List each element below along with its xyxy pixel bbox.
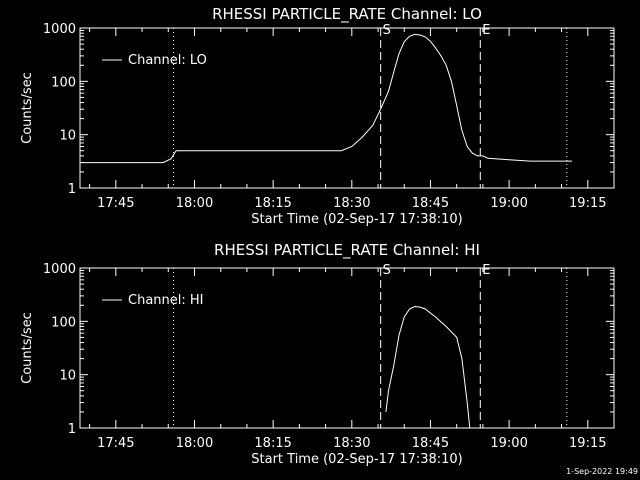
y-tick-label: 100 <box>51 75 76 90</box>
y-tick-label: 10 <box>59 369 76 384</box>
x-tick-label: 17:45 <box>97 196 134 211</box>
plot-frame <box>79 27 615 189</box>
marker-label-e: E <box>482 263 490 278</box>
x-tick-label: 18:00 <box>176 196 213 211</box>
legend-label: Channel: HI <box>128 293 204 308</box>
legend-label: Channel: LO <box>128 53 207 68</box>
y-axis-label: Counts/sec <box>20 312 35 384</box>
x-tick-label: 18:45 <box>412 196 449 211</box>
chart-title: RHESSI PARTICLE_RATE Channel: LO <box>212 5 482 24</box>
marker-label-s: S <box>383 263 391 278</box>
series-line <box>385 305 471 429</box>
y-tick-label: 10 <box>59 129 76 144</box>
x-tick-label: 18:30 <box>333 196 370 211</box>
x-tick-label: 17:45 <box>97 436 134 451</box>
x-tick-label: 19:00 <box>490 196 527 211</box>
x-tick-label: 19:15 <box>569 436 606 451</box>
x-tick-label: 18:30 <box>333 436 370 451</box>
marker-label-s: S <box>383 23 391 38</box>
x-axis-label: Start Time (02-Sep-17 17:38:10) <box>251 212 462 227</box>
x-tick-label: 18:45 <box>412 436 449 451</box>
plot-frame <box>79 267 615 429</box>
chart-panel-1: RHESSI PARTICLE_RATE Channel: LO 1 10 100 10… <box>20 5 615 227</box>
footer-timestamp: 1-Sep-2022 19:49 <box>566 467 638 476</box>
x-tick-label: 19:00 <box>490 436 527 451</box>
chart-panel-2: RHESSI PARTICLE_RATE Channel: HI 1 10 100 10… <box>20 241 615 467</box>
x-tick-label: 18:00 <box>176 436 213 451</box>
chart-title: RHESSI PARTICLE_RATE Channel: HI <box>214 241 480 260</box>
series-line <box>80 33 572 164</box>
y-tick-label: 1000 <box>43 262 76 277</box>
y-tick-label: 1 <box>68 422 76 437</box>
y-tick-label: 1000 <box>43 22 76 37</box>
x-tick-label: 18:15 <box>254 436 291 451</box>
y-tick-label: 1 <box>68 182 76 197</box>
x-tick-label: 18:15 <box>254 196 291 211</box>
y-tick-label: 100 <box>51 315 76 330</box>
x-tick-label: 19:15 <box>569 196 606 211</box>
x-axis-label: Start Time (02-Sep-17 17:38:10) <box>251 452 462 467</box>
y-axis-label: Counts/sec <box>20 72 35 144</box>
marker-label-e: E <box>482 23 490 38</box>
